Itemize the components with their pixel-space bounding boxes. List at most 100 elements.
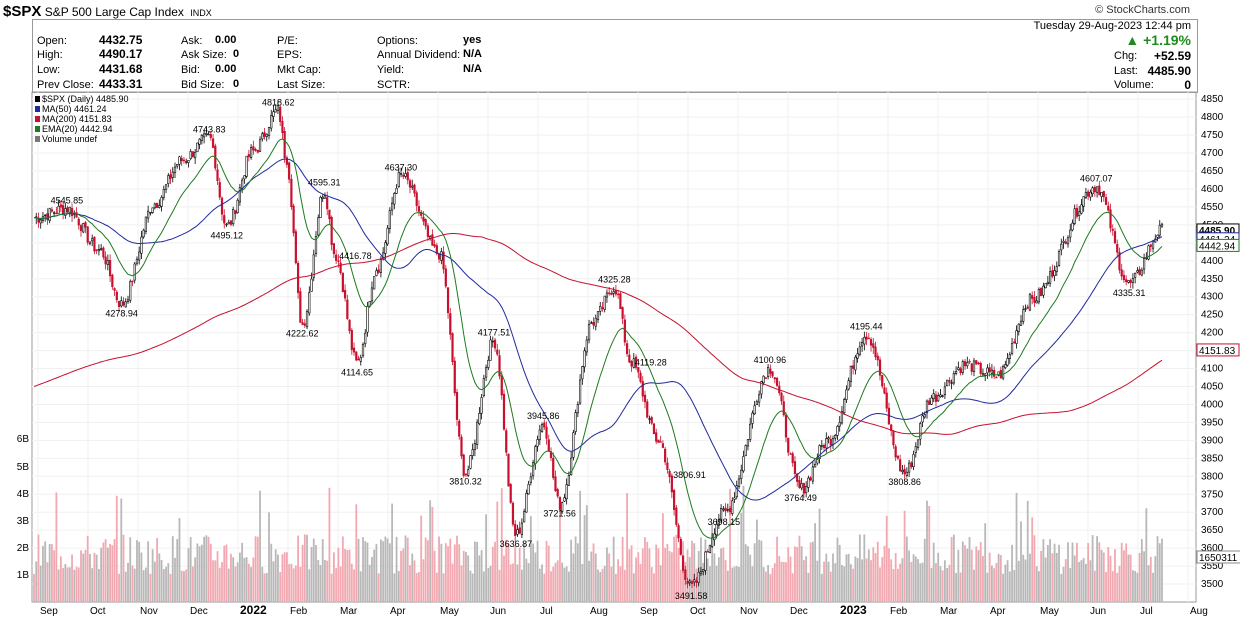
candle [838, 416, 841, 432]
candle [668, 468, 671, 484]
volume-bar [923, 538, 926, 602]
candle [1154, 234, 1157, 243]
volume-bar [568, 571, 570, 602]
volume-bar [1073, 555, 1076, 602]
volume-bar [198, 546, 201, 602]
volume-bar [550, 571, 552, 602]
candle [800, 477, 803, 491]
volume-bar [872, 547, 875, 602]
volume-bar [999, 555, 1002, 602]
candle [46, 208, 49, 225]
up-arrow-icon: ▲ [1125, 32, 1140, 48]
candle [207, 131, 210, 136]
volume-bar [171, 536, 174, 602]
candle [209, 130, 212, 141]
volume-bar [991, 565, 993, 602]
volume-bar [899, 563, 902, 602]
volume-bar [274, 549, 277, 602]
x-tick-label: Sep [40, 606, 58, 617]
candle [916, 439, 920, 451]
volume-bar [961, 541, 964, 602]
volume-bar [780, 561, 783, 602]
candle [171, 167, 174, 183]
candle [147, 205, 150, 223]
volume-bar [1102, 552, 1105, 602]
volume-bar [230, 553, 232, 602]
volume-bar [458, 544, 461, 602]
volume-bar [1105, 571, 1107, 602]
volume-bar [482, 571, 485, 602]
volume-bar [227, 568, 230, 602]
candle [500, 371, 503, 400]
volume-bar [937, 552, 940, 602]
candle [404, 167, 407, 179]
candle [35, 212, 38, 225]
volume-tick-label: 2B [17, 543, 30, 554]
candle [775, 376, 779, 388]
open-value: 4432.75 [99, 33, 143, 47]
volume-bar [187, 548, 190, 602]
candle [988, 362, 991, 377]
candle [995, 376, 998, 379]
candle [261, 131, 264, 142]
candle [867, 333, 870, 340]
candle [444, 264, 447, 289]
candle [117, 300, 121, 312]
candle [907, 459, 911, 477]
candle [498, 349, 501, 380]
candle [552, 452, 555, 481]
brand-watermark: © StockCharts.com [1095, 4, 1190, 16]
candle [630, 360, 633, 372]
candle [138, 246, 141, 265]
volume-bar [176, 539, 179, 602]
candle [332, 243, 336, 258]
volume-bar [1109, 555, 1112, 602]
volume-bar [1125, 543, 1128, 602]
candle [719, 504, 723, 523]
candle [813, 460, 817, 468]
candle [1044, 283, 1047, 289]
volume-bar [975, 546, 978, 602]
candle [531, 459, 535, 480]
volume-bar [427, 540, 429, 602]
volume-bar [720, 548, 722, 602]
volume-bar [279, 572, 282, 602]
candle [847, 377, 850, 391]
volume-bar [109, 543, 111, 602]
candle [164, 184, 168, 194]
volume-bar [543, 573, 546, 602]
volume-bar [852, 568, 855, 602]
volume-bar [807, 572, 810, 602]
volume-bar [892, 569, 895, 602]
candle [646, 399, 649, 419]
candle [910, 461, 913, 469]
volume-bar [35, 561, 38, 602]
candle [111, 273, 114, 290]
volume-bar [44, 541, 47, 602]
volume-bar [576, 543, 579, 602]
volume-bar [1093, 570, 1096, 602]
volume-bar [536, 540, 539, 602]
volume-bar [156, 537, 158, 602]
candle [896, 455, 900, 461]
volume-bar [471, 573, 474, 602]
candle [232, 206, 235, 227]
candle [818, 444, 821, 464]
candle [572, 429, 575, 461]
volume-bar [299, 566, 302, 602]
volume-bar [814, 523, 816, 602]
candle [661, 440, 665, 449]
candle [860, 337, 864, 352]
candle [930, 394, 933, 406]
volume-bar [816, 560, 819, 602]
volume-bar [467, 555, 470, 602]
volume-bar [778, 556, 781, 602]
volume-bar [324, 559, 326, 602]
candle [972, 357, 976, 377]
volume-bar [563, 567, 566, 602]
candle [556, 487, 559, 499]
candle [108, 254, 112, 282]
candle [950, 379, 953, 390]
candle [243, 175, 246, 184]
volume-tag: 1650311 [1196, 550, 1240, 564]
